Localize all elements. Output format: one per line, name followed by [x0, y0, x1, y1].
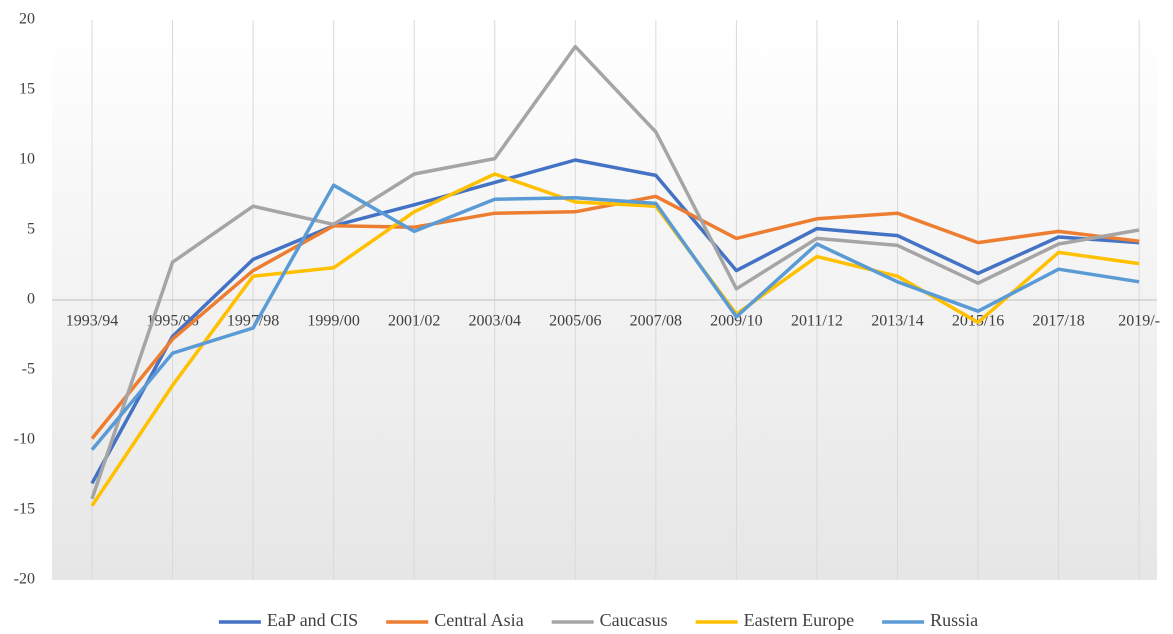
- legend: EaP and CIS Central Asia Caucasus Eastern E…: [218, 610, 978, 630]
- x-tick-label: 2005/06: [549, 313, 601, 330]
- series-line: [90, 183, 1140, 451]
- series-line: [90, 172, 1140, 507]
- x-tick-label: 2009/10: [710, 313, 762, 330]
- legend-label: EaP and CIS: [267, 610, 358, 630]
- legend-label: Central Asia: [434, 610, 523, 630]
- x-tick-label: 2017/18: [1032, 313, 1084, 330]
- legend-label: Caucasus: [600, 610, 668, 630]
- x-tick-label: 1993/94: [66, 313, 118, 330]
- x-tick-label: 1999/00: [307, 313, 359, 330]
- legend-label: Russia: [930, 610, 978, 630]
- series-line: [90, 158, 1140, 485]
- x-tick-label: 2019/-: [1118, 313, 1160, 330]
- y-tick-label: -10: [14, 431, 35, 448]
- x-tick-label: 2013/14: [871, 313, 923, 330]
- y-tick-label: -20: [14, 571, 35, 588]
- y-tick-label: 20: [19, 11, 35, 28]
- y-tick-label: 15: [19, 81, 35, 98]
- series-line: [90, 44, 1140, 500]
- y-tick-label: 5: [27, 221, 35, 238]
- y-tick-label: -5: [22, 361, 35, 378]
- y-tick-label: -15: [14, 501, 35, 518]
- x-tick-label: 2007/08: [630, 313, 682, 330]
- x-tick-label: 1997/98: [227, 313, 279, 330]
- legend-label: Eastern Europe: [744, 610, 854, 630]
- y-tick-label: 0: [27, 291, 35, 308]
- x-tick-label: 2001/02: [388, 313, 440, 330]
- x-tick-label: 2011/12: [791, 313, 843, 330]
- y-tick-label: 10: [19, 151, 35, 168]
- x-tick-label: 2003/04: [469, 313, 521, 330]
